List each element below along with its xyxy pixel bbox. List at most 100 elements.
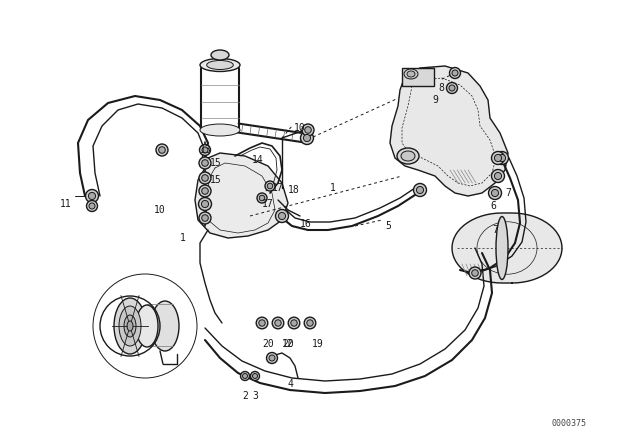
Ellipse shape bbox=[151, 301, 179, 351]
Text: 4: 4 bbox=[288, 379, 294, 389]
Text: 3: 3 bbox=[252, 391, 258, 401]
Circle shape bbox=[275, 320, 281, 326]
Circle shape bbox=[307, 320, 313, 326]
Circle shape bbox=[159, 146, 165, 153]
Text: 20: 20 bbox=[262, 339, 274, 349]
Circle shape bbox=[259, 195, 265, 201]
Text: 1: 1 bbox=[330, 183, 336, 193]
Circle shape bbox=[301, 132, 314, 145]
Circle shape bbox=[305, 127, 311, 134]
Text: 6: 6 bbox=[490, 201, 496, 211]
Circle shape bbox=[86, 190, 99, 202]
Circle shape bbox=[449, 85, 455, 91]
Circle shape bbox=[413, 184, 426, 197]
Circle shape bbox=[88, 193, 95, 199]
Circle shape bbox=[202, 188, 208, 194]
Ellipse shape bbox=[496, 216, 508, 280]
Ellipse shape bbox=[207, 60, 234, 69]
Polygon shape bbox=[452, 213, 562, 283]
Circle shape bbox=[202, 159, 208, 166]
Text: 17: 17 bbox=[262, 199, 274, 209]
Circle shape bbox=[199, 185, 211, 197]
Text: 14: 14 bbox=[252, 155, 264, 165]
Circle shape bbox=[492, 190, 499, 197]
Circle shape bbox=[492, 151, 504, 164]
Circle shape bbox=[291, 320, 297, 326]
Text: 13: 13 bbox=[200, 145, 212, 155]
Circle shape bbox=[199, 157, 211, 169]
Circle shape bbox=[488, 186, 502, 199]
Circle shape bbox=[278, 212, 285, 220]
Circle shape bbox=[447, 82, 458, 94]
Circle shape bbox=[269, 355, 275, 361]
Circle shape bbox=[202, 147, 208, 153]
Circle shape bbox=[202, 200, 209, 207]
Circle shape bbox=[499, 155, 506, 162]
Ellipse shape bbox=[127, 321, 133, 331]
Text: 18: 18 bbox=[288, 185, 300, 195]
Circle shape bbox=[266, 353, 278, 363]
Text: 19: 19 bbox=[312, 339, 324, 349]
Ellipse shape bbox=[119, 306, 141, 346]
Text: 8: 8 bbox=[438, 83, 444, 93]
Text: 15: 15 bbox=[210, 175, 221, 185]
Text: 2: 2 bbox=[242, 391, 248, 401]
Text: 0000375: 0000375 bbox=[552, 419, 587, 428]
Ellipse shape bbox=[114, 298, 146, 354]
Circle shape bbox=[250, 371, 259, 380]
Circle shape bbox=[495, 151, 509, 164]
Circle shape bbox=[259, 320, 265, 326]
Circle shape bbox=[243, 374, 248, 379]
Ellipse shape bbox=[404, 69, 418, 79]
Circle shape bbox=[495, 172, 502, 180]
Circle shape bbox=[86, 201, 97, 211]
Text: 7: 7 bbox=[505, 188, 511, 198]
Circle shape bbox=[302, 124, 314, 136]
Ellipse shape bbox=[124, 315, 136, 337]
Ellipse shape bbox=[136, 305, 158, 347]
Ellipse shape bbox=[397, 148, 419, 164]
Polygon shape bbox=[195, 153, 288, 238]
Circle shape bbox=[268, 183, 273, 189]
Ellipse shape bbox=[401, 151, 415, 161]
Circle shape bbox=[303, 134, 310, 142]
Circle shape bbox=[469, 267, 481, 279]
Circle shape bbox=[256, 317, 268, 329]
Circle shape bbox=[472, 270, 478, 276]
Text: 17: 17 bbox=[272, 183, 284, 193]
Circle shape bbox=[495, 155, 502, 162]
Circle shape bbox=[202, 215, 208, 221]
Text: 10: 10 bbox=[294, 123, 306, 133]
Text: 5: 5 bbox=[385, 221, 391, 231]
Ellipse shape bbox=[407, 71, 415, 77]
Circle shape bbox=[199, 212, 211, 224]
Ellipse shape bbox=[200, 124, 240, 136]
Text: 1: 1 bbox=[180, 233, 186, 243]
Circle shape bbox=[257, 193, 267, 203]
Text: 9: 9 bbox=[432, 95, 438, 105]
Polygon shape bbox=[390, 66, 508, 196]
Circle shape bbox=[449, 68, 461, 78]
Text: 7: 7 bbox=[492, 225, 498, 235]
Circle shape bbox=[202, 175, 208, 181]
Circle shape bbox=[156, 144, 168, 156]
Text: 10: 10 bbox=[154, 205, 166, 215]
Text: 15: 15 bbox=[210, 158, 221, 168]
Circle shape bbox=[198, 198, 211, 211]
Circle shape bbox=[492, 169, 504, 182]
Circle shape bbox=[265, 181, 275, 191]
Text: 11: 11 bbox=[60, 199, 72, 209]
Bar bbox=[402, 68, 434, 86]
Circle shape bbox=[89, 203, 95, 209]
Circle shape bbox=[304, 317, 316, 329]
Circle shape bbox=[200, 145, 211, 155]
Circle shape bbox=[452, 70, 458, 76]
Circle shape bbox=[253, 374, 257, 379]
Circle shape bbox=[241, 371, 250, 380]
Text: 16: 16 bbox=[300, 219, 312, 229]
Text: 12: 12 bbox=[282, 339, 294, 349]
Circle shape bbox=[288, 317, 300, 329]
Circle shape bbox=[272, 317, 284, 329]
Circle shape bbox=[199, 172, 211, 184]
Text: 20: 20 bbox=[282, 339, 294, 349]
